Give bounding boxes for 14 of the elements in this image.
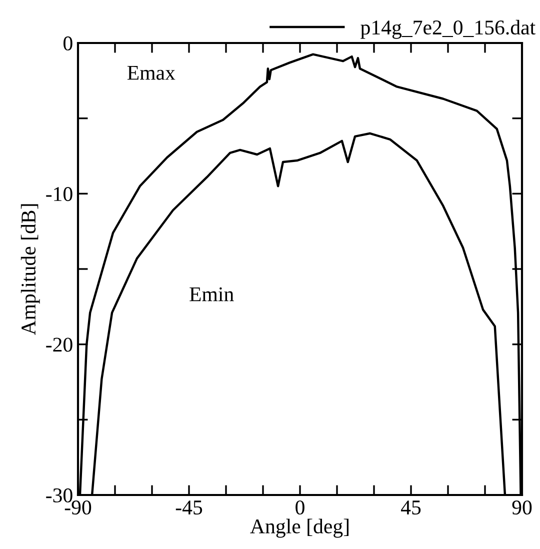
- x-tick-label: -90: [64, 500, 92, 515]
- y-tick-label: -30: [46, 488, 72, 502]
- x-tick-label: 45: [400, 500, 421, 515]
- y-tick-label: -10: [46, 187, 72, 202]
- legend-label: p14g_7e2_0_156.dat: [360, 20, 536, 39]
- y-tick-label: -20: [46, 338, 72, 352]
- y-tick-label: 0: [64, 36, 72, 50]
- x-axis-title: Angle [deg]: [250, 518, 348, 538]
- annotation: Emin: [190, 287, 234, 302]
- y-axis-title: Amplitude [dB]: [20, 204, 40, 336]
- x-tick-label: -45: [176, 500, 202, 515]
- annotation: Emax: [127, 66, 176, 80]
- x-tick-label: 0: [296, 500, 304, 515]
- x-tick-label: 90: [512, 500, 532, 515]
